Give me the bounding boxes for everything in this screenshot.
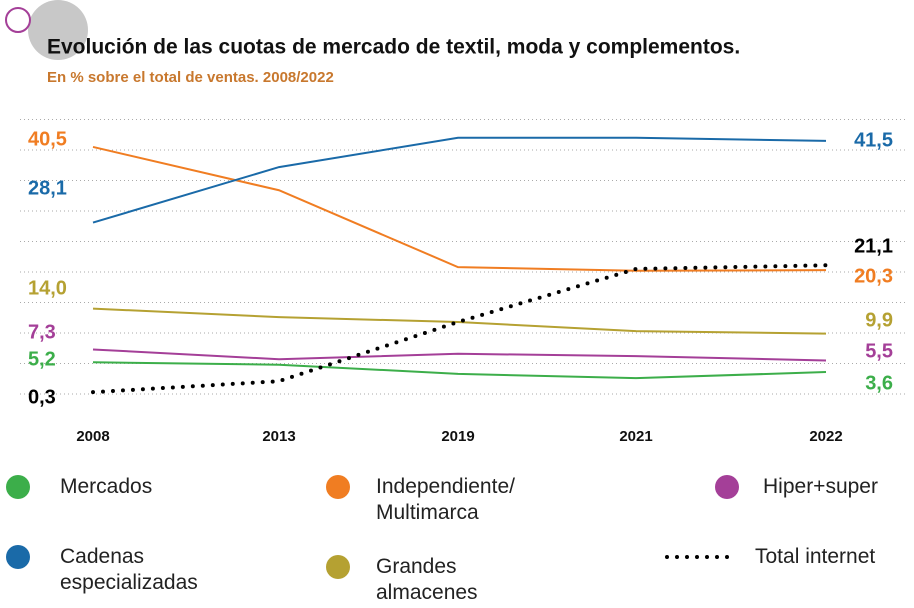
value-label: 3,6: [865, 372, 893, 394]
legend-label: Hiper+super: [763, 475, 878, 498]
value-label: 5,5: [865, 340, 893, 362]
series-line: [92, 136, 827, 224]
value-label: 41,5: [854, 129, 893, 151]
x-tick-label: 2013: [262, 428, 295, 445]
legend-label: Mercados: [60, 475, 153, 498]
decor-circle: [28, 0, 88, 60]
legend-swatch: [6, 545, 30, 569]
value-label: 20,3: [854, 265, 893, 287]
legend-swatch: [715, 475, 739, 499]
value-label: 40,5: [28, 128, 67, 150]
value-label: 14,0: [28, 277, 67, 299]
series-line: [92, 307, 827, 335]
series-line: [92, 145, 827, 272]
value-label: 7,3: [28, 321, 56, 343]
legend-label: Total internet: [755, 545, 876, 568]
x-tick-label: 2019: [441, 428, 474, 445]
value-label: 0,3: [28, 386, 56, 408]
series-line: [92, 348, 827, 362]
value-label: 9,9: [865, 309, 893, 331]
x-tick-label: 2022: [809, 428, 842, 445]
legend-label: Independiente/ Multimarca: [376, 475, 515, 524]
value-label: 28,1: [28, 177, 67, 199]
decor-ring: [5, 7, 31, 33]
chart-subtitle: En % sobre el total de ventas. 2008/2022: [47, 69, 334, 86]
legend-swatch: [326, 555, 350, 579]
legend-swatch: [326, 475, 350, 499]
value-label: 21,1: [854, 235, 893, 257]
x-tick-label: 2008: [76, 428, 109, 445]
legend-label: Grandes almacenes: [376, 555, 478, 604]
series-line: [92, 361, 827, 380]
legend-label: Cadenas especializadas: [60, 545, 198, 594]
value-label: 5,2: [28, 348, 56, 370]
legend-swatch: [6, 475, 30, 499]
x-tick-label: 2021: [619, 428, 652, 445]
chart-title: Evolución de las cuotas de mercado de te…: [47, 36, 740, 59]
